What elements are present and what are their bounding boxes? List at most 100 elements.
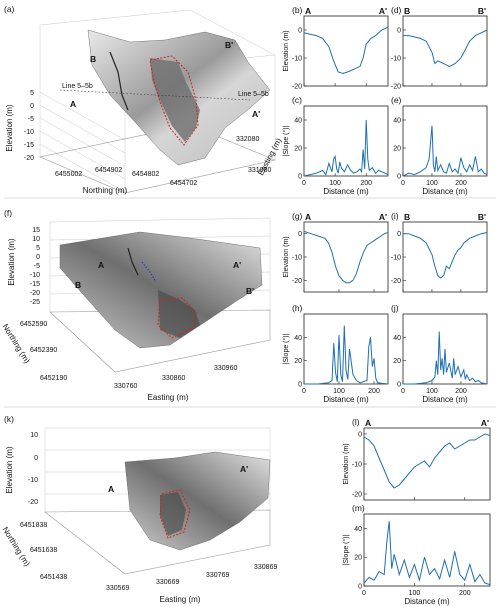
x-tick: 330669 xyxy=(156,579,179,586)
z-axis-label: Elevation (m) xyxy=(5,446,14,493)
z-axis-label: Elevation (m) xyxy=(5,104,14,151)
survey-outline xyxy=(149,55,199,146)
scarp-line xyxy=(127,247,139,276)
series-line xyxy=(402,125,488,177)
y-tick-label: 0 xyxy=(397,28,401,35)
panel-label: (g) xyxy=(292,211,303,221)
end-label: B' xyxy=(478,212,486,222)
point-label-b: B xyxy=(75,280,81,290)
canyon-floor xyxy=(160,492,186,536)
series-line xyxy=(303,230,389,284)
x-tick: 6455002 xyxy=(55,171,82,178)
end-label: A' xyxy=(481,418,489,428)
x-tick: 6454902 xyxy=(95,167,122,174)
z-tick: -5 xyxy=(34,263,40,270)
x-axis-label: Northing (m) xyxy=(83,186,128,195)
x-tick-label: 0 xyxy=(401,388,405,395)
end-label: A' xyxy=(379,212,387,222)
z-tick: -15 xyxy=(30,281,40,288)
z-axis-label: Elevation (m) xyxy=(7,238,16,285)
y-tick: 6452390 xyxy=(30,347,57,354)
blue-outline xyxy=(141,261,157,283)
start-label: B xyxy=(404,212,410,222)
plot-frame xyxy=(303,15,389,87)
scarp-line xyxy=(109,51,129,111)
y-tick-label: 20 xyxy=(294,146,302,153)
z-tick: -10 xyxy=(30,272,40,279)
x-tick: 6454702 xyxy=(170,180,197,187)
series-line xyxy=(363,433,491,489)
y-axis-label: Elevation (m) xyxy=(343,443,350,484)
panel-label: (a) xyxy=(4,4,15,14)
series-line xyxy=(303,119,389,177)
line-label-right: Line 5–5b xyxy=(238,91,269,98)
series-line xyxy=(403,232,488,279)
y-tick-label: 20 xyxy=(393,146,401,153)
x-tick-label: 100 xyxy=(409,590,421,597)
y-tick-label: -20 xyxy=(352,492,362,499)
y-tick-label: 0 xyxy=(298,174,302,181)
x-tick: 6454802 xyxy=(132,171,159,178)
canyon-floor xyxy=(150,58,200,142)
x-tick-label: 0 xyxy=(362,590,366,597)
x-tick-label: 200 xyxy=(459,590,471,597)
point-label-a: A xyxy=(98,260,104,270)
panel-label: (k) xyxy=(4,414,14,424)
panel-label: (e) xyxy=(391,95,402,105)
profile-chart-b: (b) A A' -20 -10 0 Elevation (m) xyxy=(283,5,389,91)
z-tick-labels: 5 0 -5 -10 -15 -20 xyxy=(24,90,34,162)
profile-chart-g: (g) A A' -20 -10 0 Elevation (m) xyxy=(283,211,389,293)
panel-k-3d-surface: (k) A A' 10 0 -10 -20 Elevation (m) 6451… xyxy=(1,414,278,604)
end-label: B' xyxy=(478,6,486,16)
y-tick: 6451438 xyxy=(40,574,67,581)
profile-line xyxy=(59,89,251,101)
y-tick: 332080 xyxy=(236,136,259,143)
start-label: B xyxy=(404,6,410,16)
x-axis-label: Easting (m) xyxy=(148,393,189,402)
survey-outline xyxy=(159,489,191,539)
x-axis-label: Distance (m) xyxy=(323,395,369,404)
z-tick: 0 xyxy=(36,254,40,261)
start-label: A xyxy=(305,212,311,222)
panel-a-3d-surface: (a) B A B' A' Line 5–5b Line 5–5b 5 0 -5… xyxy=(4,4,284,195)
point-label-a: A xyxy=(70,99,76,109)
panel-label: (d) xyxy=(391,5,402,15)
series-line xyxy=(304,325,389,385)
y-axis-label: |Slope (°)| xyxy=(282,333,290,364)
series-line xyxy=(303,26,389,74)
profile-chart-i: (i) B B' -20 -10 0 xyxy=(391,211,488,293)
z-tick: -5 xyxy=(28,116,34,123)
y-tick-label: -20 xyxy=(292,84,302,91)
x-tick-label: 100 xyxy=(426,388,438,395)
start-label: A xyxy=(305,6,311,16)
x-axis-label: Distance (m) xyxy=(323,187,369,196)
y-tick: 6452190 xyxy=(40,375,67,382)
series-line xyxy=(403,29,488,67)
z-tick: 5 xyxy=(36,245,40,252)
y-axis-label: Northing (m) xyxy=(1,525,32,568)
start-label: A xyxy=(365,418,371,428)
x-tick-label: 200 xyxy=(455,180,467,187)
profile-chart-d: (d) B B' -20 -10 0 xyxy=(391,5,488,91)
z-tick: 15 xyxy=(32,227,40,234)
y-tick-label: 0 xyxy=(298,382,302,389)
x-tick: 330960 xyxy=(214,365,237,372)
y-tick-label: 0 xyxy=(298,231,302,238)
z-tick: 0 xyxy=(30,103,34,110)
y-tick-label: 0 xyxy=(358,584,362,591)
profile-chart-h: (h) 0 20 40 0 100 200 |Slope (°)| Distance (m) xyxy=(282,303,389,404)
x-axis-label: Distance (m) xyxy=(404,597,450,606)
panel-label: (h) xyxy=(292,303,303,313)
y-tick-label: -20 xyxy=(292,278,302,285)
point-label-a: A xyxy=(108,484,114,494)
panel-label: (l) xyxy=(352,417,360,427)
y-tick: 331880 xyxy=(248,167,271,174)
y-axis-label: |Slope (°)| xyxy=(342,534,350,565)
x-tick-label: 100 xyxy=(426,180,438,187)
profile-chart-c: (c) 0 20 40 0 100 200 |Slope (°)| Distance (m) xyxy=(282,95,389,196)
y-tick-label: 0 xyxy=(298,28,302,35)
y-tick-label: 0 xyxy=(397,231,401,238)
y-axis-label: Northing (m) xyxy=(1,322,32,365)
y-tick-label: 0 xyxy=(397,174,401,181)
